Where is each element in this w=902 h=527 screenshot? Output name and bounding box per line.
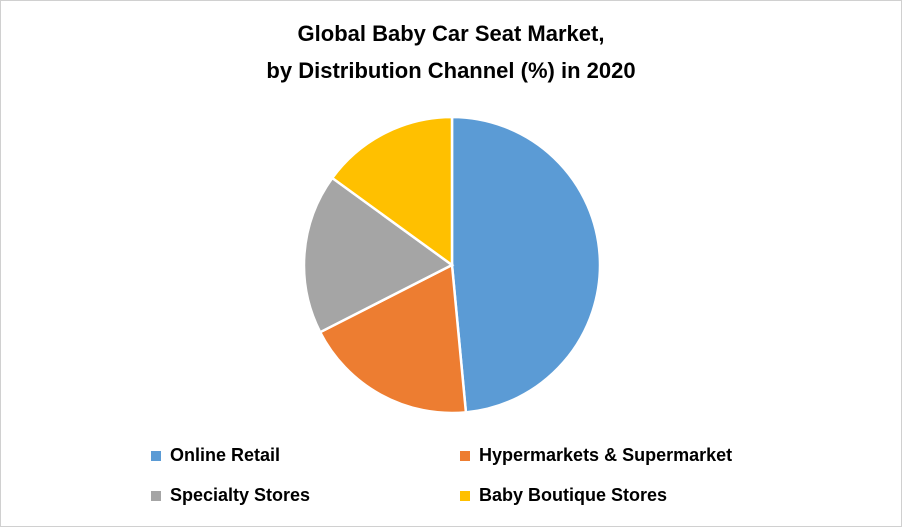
legend-label: Specialty Stores [170, 485, 311, 505]
legend-item-online-retail: Online Retail [151, 445, 280, 466]
legend-label: Baby Boutique Stores [479, 485, 668, 505]
pie-slice-baby-boutique-stores [330, 115, 454, 268]
legend-swatch [151, 490, 161, 501]
legend-swatch [460, 450, 470, 461]
legend-item-hypermarkets: Hypermarkets & Supermarket [460, 445, 732, 466]
legend-item-baby-boutique: Baby Boutique Stores [460, 485, 667, 506]
legend-item-specialty-stores: Specialty Stores [151, 485, 310, 506]
legend-swatch [151, 450, 161, 461]
pie-slice-hypermarkets-supermarket [318, 263, 468, 415]
chart-title-line1: Global Baby Car Seat Market, [297, 21, 605, 46]
chart-title-line2: by Distribution Channel (%) in 2020 [266, 58, 636, 83]
legend-label: Online Retail [170, 445, 281, 465]
pie-slice-online-retail [450, 115, 602, 414]
pie-slice-specialty-stores [302, 176, 455, 334]
legend-label: Hypermarkets & Supermarket [479, 445, 733, 465]
legend-swatch [460, 490, 470, 501]
